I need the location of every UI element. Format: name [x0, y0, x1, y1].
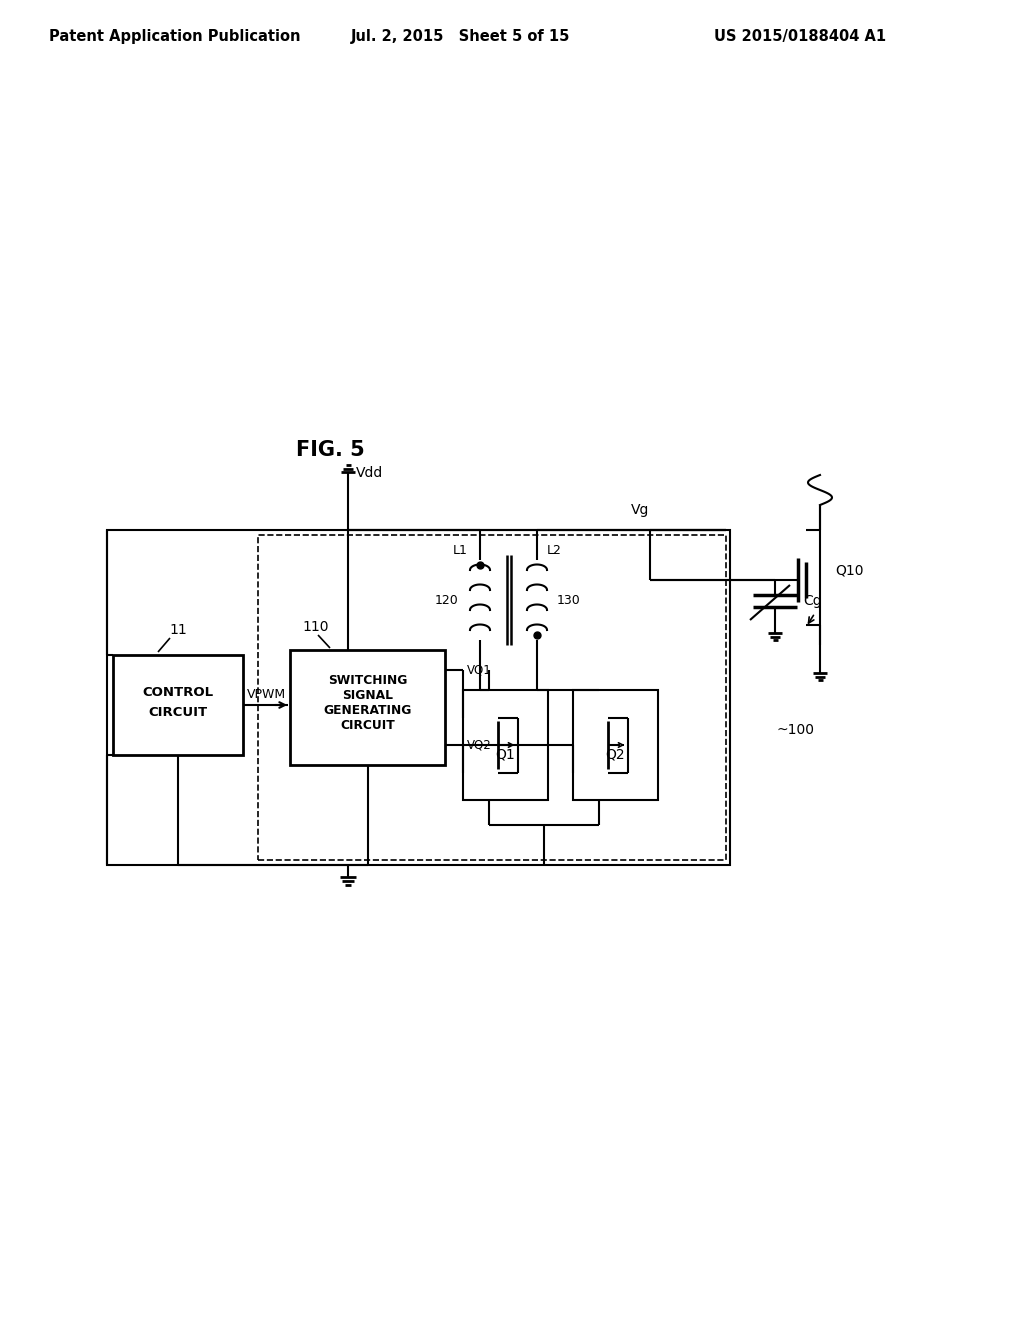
Text: FIG. 5: FIG. 5 [296, 440, 365, 459]
Text: L1: L1 [454, 544, 468, 557]
Text: Vg: Vg [631, 503, 649, 517]
Text: 11: 11 [169, 623, 186, 638]
Text: VQ2: VQ2 [467, 738, 492, 751]
Text: 110: 110 [303, 620, 330, 634]
Text: CIRCUIT: CIRCUIT [148, 706, 208, 719]
Text: Vdd: Vdd [356, 466, 384, 480]
Text: ~100: ~100 [776, 723, 814, 737]
Text: Patent Application Publication: Patent Application Publication [49, 29, 301, 45]
Text: Q1: Q1 [496, 748, 515, 762]
Text: Q2: Q2 [605, 748, 626, 762]
Text: VQ1: VQ1 [467, 664, 492, 676]
Bar [258, 535, 726, 861]
Text: Cg: Cg [803, 594, 821, 609]
Text: US 2015/0188404 A1: US 2015/0188404 A1 [714, 29, 886, 45]
Text: 130: 130 [557, 594, 581, 606]
Text: GENERATING: GENERATING [324, 704, 412, 717]
Bar [106, 531, 730, 865]
Bar [463, 690, 548, 800]
Text: SIGNAL: SIGNAL [342, 689, 393, 702]
Text: CIRCUIT: CIRCUIT [340, 719, 395, 733]
Text: SWITCHING: SWITCHING [328, 675, 408, 686]
Text: Q10: Q10 [836, 564, 864, 577]
Bar [290, 649, 445, 766]
Text: 120: 120 [434, 594, 458, 606]
Text: CONTROL: CONTROL [142, 686, 214, 700]
Text: Jul. 2, 2015   Sheet 5 of 15: Jul. 2, 2015 Sheet 5 of 15 [350, 29, 569, 45]
Bar [113, 655, 243, 755]
Bar [573, 690, 658, 800]
Text: L2: L2 [547, 544, 562, 557]
Text: VPWM: VPWM [247, 688, 286, 701]
